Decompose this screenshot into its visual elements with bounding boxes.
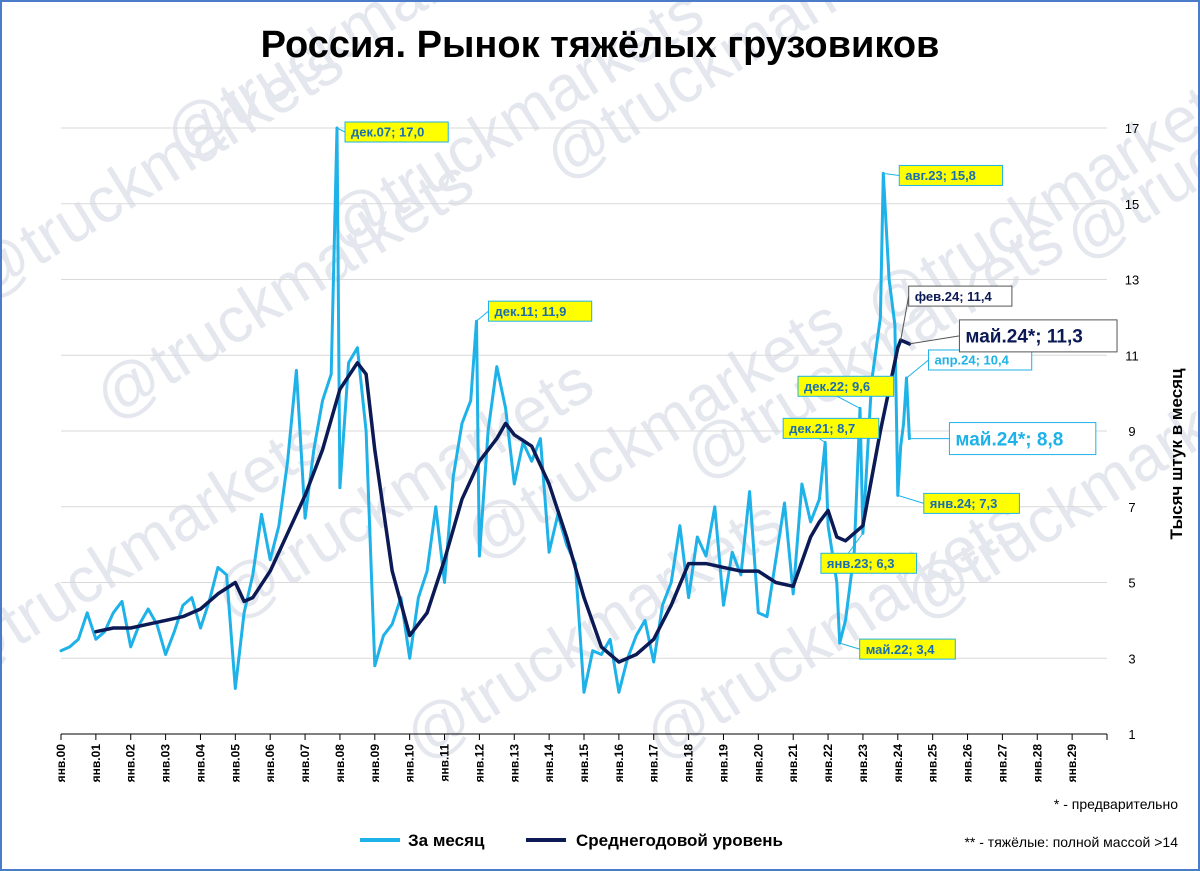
annotation-leader [909,335,960,345]
x-tick-label: янв.24 [891,744,905,783]
series-annual-line [94,338,912,664]
annotation-box [958,319,1118,353]
annotation-label: дек.11; 11,9 [494,304,566,319]
annotation-box [344,121,449,143]
watermark-text: @truckmarkets [891,344,1198,634]
y-tick-label: 11 [1125,348,1139,363]
legend-label-monthly: За месяц [408,831,485,850]
x-tick-label: янв.05 [228,744,242,783]
annotation-label: дек.21; 8,7 [789,421,855,436]
x-tick-label: янв.21 [786,744,800,783]
y-tick-label: 7 [1128,500,1135,515]
x-tick-label: янв.12 [472,744,486,783]
x-tick-label: янв.28 [1030,744,1044,783]
x-tick-label: янв.18 [682,744,696,783]
x-tick-label: янв.14 [542,744,556,783]
x-tick-label: янв.07 [298,744,312,783]
annotation-leader [476,310,489,322]
annotation-label: май.24*; 11,3 [965,327,1082,348]
series-monthly-line [59,126,911,694]
y-tick-label: 9 [1128,424,1135,439]
x-tick-label: янв.01 [89,744,103,783]
y-tick-label: 3 [1128,651,1135,666]
annotation-box [898,164,1003,186]
chart-title: Россия. Рынок тяжёлых грузовиков [260,24,940,66]
x-tick-label: янв.29 [1065,744,1079,783]
annotation-box [859,638,956,660]
x-tick-label: янв.27 [995,744,1009,783]
annotation-leader [897,494,924,504]
x-tick-label: янв.11 [438,744,452,782]
x-tick-label: янв.00 [54,744,68,783]
x-tick-label: янв.25 [926,744,940,783]
annotation-box [487,300,593,322]
y-axis-label: Тысяч штук в месяц [1167,368,1186,540]
annotation-label: май.24*; 8,8 [955,429,1063,450]
annotation-label: дек.07; 17,0 [351,125,424,140]
x-tick-label: янв.06 [263,744,277,783]
x-tick-label: янв.08 [333,744,347,783]
annotation-box [782,417,880,439]
legend: За месяц Среднегодовой уровень [360,831,783,850]
x-tick-label: янв.02 [124,744,138,783]
x-tick-label: янв.13 [507,744,521,783]
x-tick-label: янв.03 [159,744,173,783]
annotation-leader [906,359,929,379]
x-tick-label: янв.19 [716,744,730,783]
legend-label-annual: Среднегодовой уровень [576,831,783,850]
annotation-label: авг.23; 15,8 [905,168,976,183]
annotation-box [908,285,1013,307]
y-tick-label: 5 [1128,576,1135,591]
x-tick-label: янв.04 [193,744,207,783]
annotation-label: дек.22; 9,6 [804,379,870,394]
y-tick-label: 1 [1128,727,1135,742]
annotation-label: янв.23; 6,3 [827,556,895,571]
x-tick-label: янв.23 [856,744,870,783]
annotation-leader [839,642,860,650]
annotation-label: фев.24; 11,4 [915,289,993,304]
annotation-leader [900,296,910,341]
x-tick-label: янв.20 [751,744,765,783]
x-tick-label: янв.10 [403,744,417,783]
y-tick-label: 15 [1125,197,1139,212]
annotation-label: апр.24; 10,4 [935,353,1010,368]
y-tick-label: 13 [1125,273,1139,288]
annotation-label: май.22; 3,4 [866,642,936,657]
footnote-preliminary: * - предварительно [1054,796,1178,812]
annotation-leader [336,127,346,133]
x-tick-label: янв.16 [612,744,626,783]
annotation-label: янв.24; 7,3 [930,496,998,511]
x-tick-label: янв.26 [961,744,975,783]
annotation-layer: дек.07; 17,0 дек.11; 11,9 дек.21; 8,7 дек.2… [336,121,1118,660]
annotation-box [948,422,1097,456]
x-tick-label: янв.15 [577,744,591,783]
annotation-box [797,375,895,397]
x-tick-label: янв.17 [647,744,661,783]
x-tick-label: янв.09 [368,744,382,783]
series-layer [59,126,912,694]
annotation-box [820,552,918,574]
footnote-heavy-definition: ** - тяжёлые: полной массой >14 [964,834,1178,850]
annotation-box [923,492,1020,514]
annotation-leader [883,172,900,176]
y-tick-label: 17 [1125,121,1139,136]
x-tick-label: янв.22 [821,744,835,783]
